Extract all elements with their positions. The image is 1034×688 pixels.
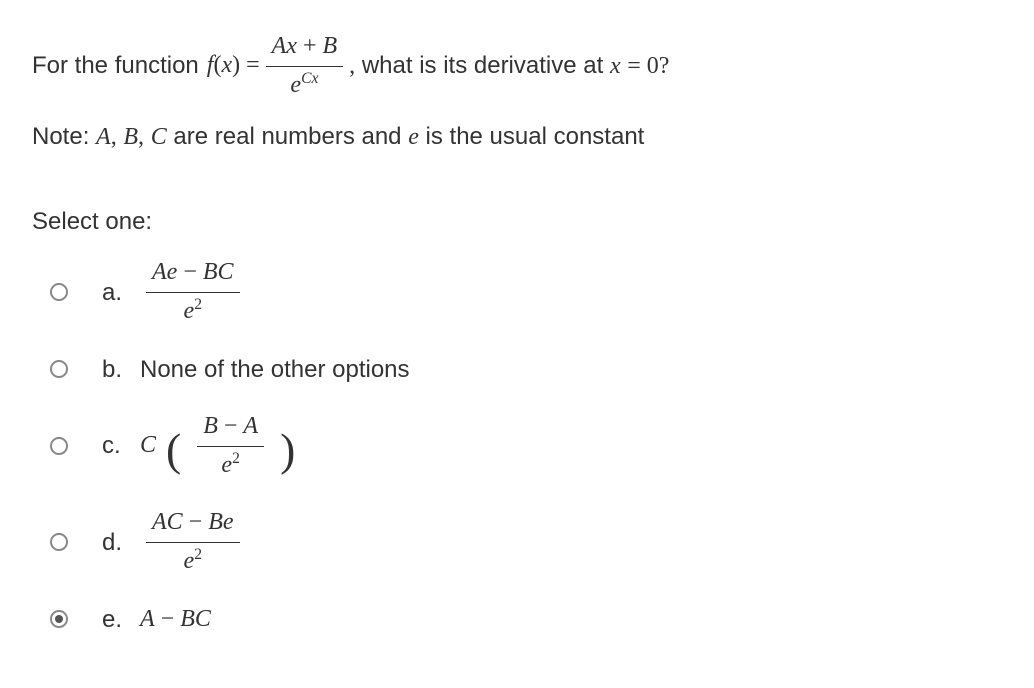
- fraction-numerator: Ax + B: [266, 30, 344, 64]
- fraction-numerator: B − A: [197, 410, 264, 444]
- fraction-denominator: e2: [178, 545, 208, 579]
- question-suffix: , what is its derivative at x = 0?: [349, 49, 669, 84]
- fraction-denominator: e2: [215, 449, 245, 483]
- option-letter: e.: [102, 603, 130, 637]
- radio-d[interactable]: [50, 533, 68, 551]
- option-lead: C: [140, 429, 156, 463]
- question-prefix: For the function: [32, 49, 199, 83]
- option-fraction: Ae − BC e2: [146, 256, 240, 328]
- option-letter: a.: [102, 276, 130, 310]
- radio-a[interactable]: [50, 283, 68, 301]
- option-body: a. Ae − BC e2: [102, 256, 246, 328]
- options-group: a. Ae − BC e2 b. None of the other options c.…: [32, 256, 1002, 636]
- radio-e[interactable]: [50, 610, 68, 628]
- option-text: None of the other options: [140, 353, 410, 387]
- select-one-label: Select one:: [32, 205, 1002, 239]
- option-fraction: AC − Be e2: [146, 506, 240, 578]
- radio-c[interactable]: [50, 437, 68, 455]
- option-d[interactable]: d. AC − Be e2: [42, 506, 1002, 578]
- option-letter: c.: [102, 429, 130, 463]
- function-lhs: f(x) =: [207, 49, 260, 83]
- fraction-numerator: Ae − BC: [146, 256, 240, 290]
- option-e[interactable]: e. A − BC: [42, 603, 1002, 637]
- option-c[interactable]: c.C(B − Ae2): [42, 410, 1002, 482]
- fraction-denominator: eCx: [284, 69, 324, 103]
- fraction-numerator: AC − Be: [146, 506, 240, 540]
- option-fraction: B − A e2: [197, 410, 264, 482]
- option-body: b. None of the other options: [102, 353, 410, 387]
- option-body: e. A − BC: [102, 603, 211, 637]
- option-letter: d.: [102, 526, 130, 560]
- fraction-denominator: e2: [178, 295, 208, 329]
- question-note: Note: A, B, C are real numbers and e is …: [32, 120, 1002, 155]
- option-letter: b.: [102, 353, 130, 387]
- option-b[interactable]: b. None of the other options: [42, 353, 1002, 387]
- option-body: d. AC − Be e2: [102, 506, 246, 578]
- radio-b[interactable]: [50, 360, 68, 378]
- option-body: c.C(B − Ae2): [102, 410, 295, 482]
- function-fraction: Ax + B eCx: [266, 30, 344, 102]
- question-line-1: For the function f(x) = Ax + B eCx , wha…: [32, 30, 1002, 102]
- option-inline-math: A − BC: [140, 603, 211, 637]
- option-a[interactable]: a. Ae − BC e2: [42, 256, 1002, 328]
